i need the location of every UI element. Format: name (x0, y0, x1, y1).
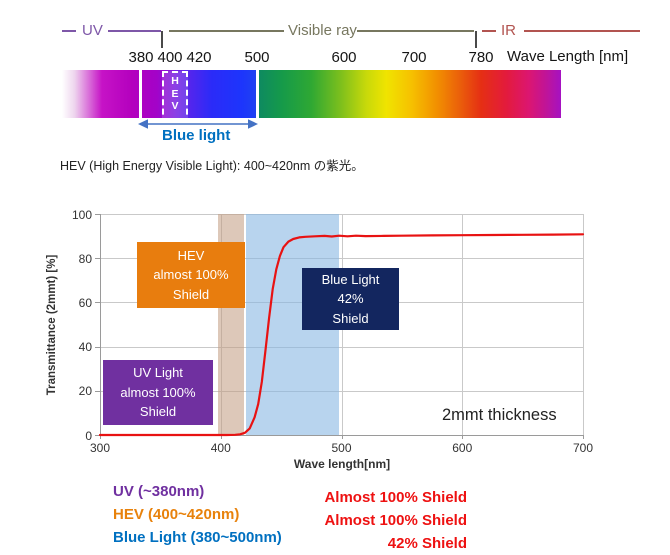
wavelength-scale-tick: 400 (157, 49, 183, 66)
ir-line-right (524, 30, 640, 32)
hev-letter: H (171, 75, 179, 87)
y-axis-title: Transmittance (2mmt) [%] (46, 254, 58, 396)
hev-letter: E (171, 87, 179, 100)
legend-blue-light-shield: 42% Shield (387, 535, 467, 552)
wavelength-scale-tick: 380 (128, 49, 154, 66)
y-axis-tick (95, 302, 100, 304)
x-tick-label: 400 (210, 441, 231, 455)
x-gridline (462, 214, 464, 435)
visible-line-right (357, 30, 474, 32)
annotation-line: Shield (139, 404, 177, 420)
annotation-line: Shield (172, 286, 210, 302)
x-tick-label: 500 (331, 441, 352, 455)
wavelength-scale-tick: 500 (244, 49, 270, 66)
uv-line (108, 30, 161, 32)
x-axis-title: Wave length[nm] (293, 457, 391, 471)
legend-uv: UV (~380nm) (113, 483, 205, 500)
y-axis-line (100, 214, 102, 435)
annotation-line: almost 100% (153, 267, 229, 283)
y-axis-tick (95, 258, 100, 260)
x-tick-label: 700 (572, 441, 594, 455)
y-tick-label: 0 (85, 428, 92, 443)
uv-line-dash (62, 30, 76, 32)
x-tick-label: 600 (452, 441, 473, 455)
arrow-head-left (138, 119, 148, 129)
x-axis-tick (220, 435, 222, 439)
y-tick-label: 20 (78, 384, 92, 399)
blue-light-label: Blue light (162, 127, 231, 144)
arrow-head-right (248, 119, 258, 129)
annotation-line: Blue Light (321, 271, 380, 287)
uv-band-label: UV (82, 22, 103, 39)
annotation-line: UV Light (133, 365, 183, 381)
hev-letter: V (171, 100, 179, 112)
legend-blue-light: Blue Light (380~500nm) (113, 529, 282, 546)
wavelength-scale-tick: 700 (401, 49, 427, 66)
y-tick-label: 80 (78, 251, 92, 266)
y-tick-label: 100 (71, 207, 92, 222)
x-gridline (583, 214, 584, 435)
visible-line-left (169, 30, 284, 32)
annotation-line: almost 100% (120, 384, 196, 400)
x-axis-tick (341, 435, 343, 439)
spectrum-divider-380 (139, 70, 142, 118)
uv-visible-boundary-tick (161, 31, 163, 48)
x-axis-tick (583, 435, 584, 439)
visible-ray-label: Visible ray (288, 22, 357, 39)
blue-light-range-arrow (138, 119, 258, 129)
annotation-line: 42% (337, 291, 364, 307)
x-axis-tick (462, 435, 464, 439)
y-axis-tick (95, 214, 100, 215)
y-tick-label: 40 (78, 340, 92, 355)
x-tick-label: 300 (89, 441, 111, 455)
legend-hev-shield: Almost 100% Shield (324, 512, 467, 529)
wavelength-unit-label: Wave Length [nm] (507, 48, 629, 65)
y-axis-tick (95, 346, 100, 348)
hev-shield-annotation: HEV almost 100% Shield (137, 242, 245, 308)
y-axis-tick (95, 435, 100, 436)
wavelength-scale-tick: 420 (186, 49, 212, 66)
wavelength-scale-tick: 600 (331, 49, 357, 66)
ir-band-label: IR (501, 22, 516, 39)
hev-caption: HEV (High Energy Visible Light): 400~420… (60, 159, 364, 173)
x-axis-tick (100, 435, 101, 439)
wavelength-scale-tick: 780 (468, 49, 494, 66)
y-tick-label: 60 (78, 295, 92, 310)
uv-shield-annotation: UV Light almost 100% Shield (103, 360, 213, 425)
legend-hev: HEV (400~420nm) (113, 506, 240, 523)
hev-dashed-box: H E V (162, 71, 188, 124)
spectrum-divider-500 (256, 70, 259, 118)
annotation-line: Shield (332, 310, 369, 326)
y-axis-tick (95, 390, 100, 392)
annotation-line: HEV (177, 247, 205, 263)
blue-light-shield-annotation: Blue Light 42% Shield (302, 268, 399, 330)
legend-uv-shield: Almost 100% Shield (324, 489, 467, 506)
visible-ir-boundary-tick (475, 31, 477, 48)
thickness-annotation: 2mmt thickness (442, 406, 557, 424)
x-axis-line (100, 435, 583, 437)
spectrum-bar (62, 70, 561, 118)
ir-line-left (482, 30, 496, 32)
